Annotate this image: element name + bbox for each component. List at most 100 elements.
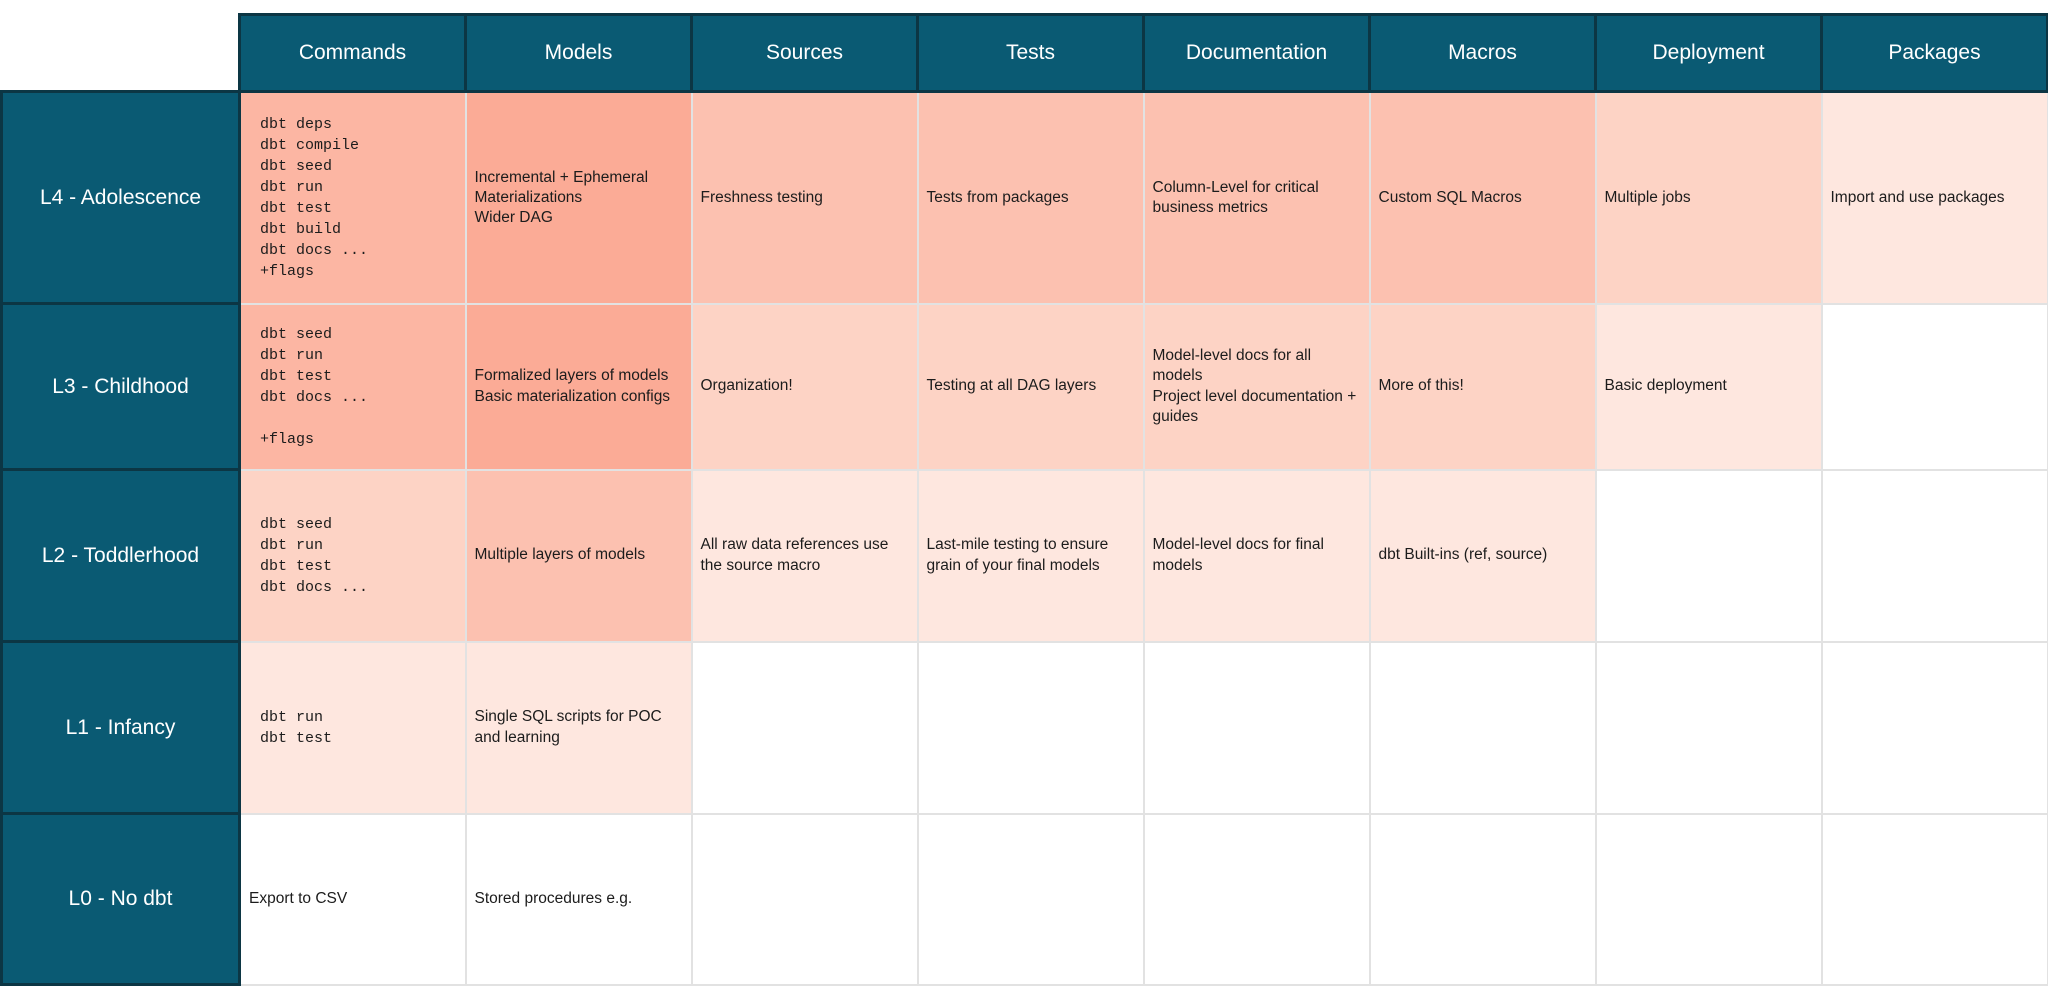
cell-text-line: dbt test [260, 729, 333, 747]
cell-text-line: dbt docs ... [260, 241, 369, 259]
cell-l3-childhood-documentation: Model-level docs for all models Project l… [1142, 302, 1371, 471]
cell-l1-infancy-deployment [1594, 640, 1823, 815]
cell-l4-adolescence-macros: Custom SQL Macros [1368, 90, 1597, 305]
table-row-l3-childhood: L3 - Childhood dbt seed dbt run dbt test dbt… [0, 302, 2048, 471]
cell-text-line: Testing at all DAG layers [926, 377, 1097, 395]
cell-l2-toddlerhood-packages [1820, 468, 2048, 643]
cell-text-line: Export to CSV [249, 889, 348, 907]
cell-l1-infancy-tests [916, 640, 1145, 815]
cell-text-line: dbt test [260, 199, 333, 217]
cell-l1-infancy-macros [1368, 640, 1597, 815]
cell-text-line: Column-Level for critical business metri… [1152, 178, 1319, 216]
cell-l3-childhood-deployment: Basic deployment [1594, 302, 1823, 471]
cell-l4-adolescence-commands: dbt deps dbt compile dbt seed dbt run dbt te… [238, 90, 467, 305]
cell-l4-adolescence-tests: Tests from packages [916, 90, 1145, 305]
cell-l0-no-dbt-commands: Export to CSV [238, 812, 467, 986]
cell-text-line [260, 408, 457, 429]
column-header-tests: Tests [916, 13, 1145, 93]
column-header-sources: Sources [690, 13, 919, 93]
cell-l0-no-dbt-deployment [1594, 812, 1823, 986]
column-header-deployment: Deployment [1594, 13, 1823, 93]
cell-l0-no-dbt-sources [690, 812, 919, 986]
cell-l0-no-dbt-models: Stored procedures e.g. [464, 812, 693, 986]
cell-l3-childhood-macros: More of this! [1368, 302, 1597, 471]
cell-l2-toddlerhood-tests: Last-mile testing to ensure grain of you… [916, 468, 1145, 643]
cell-text-line: Import and use packages [1830, 188, 2005, 206]
cell-l2-toddlerhood-sources: All raw data references use the source m… [690, 468, 919, 643]
cell-text-line: Basic deployment [1604, 377, 1727, 395]
cell-text-line: Basic materialization configs [474, 387, 671, 405]
cell-text-line: Project level documentation + guides [1152, 387, 1357, 425]
cell-l0-no-dbt-documentation [1142, 812, 1371, 986]
column-header-row: Commands Models Sources Tests Documentation M… [1, 13, 2048, 93]
cell-text-line: Formalized layers of models [474, 367, 669, 385]
column-header-macros: Macros [1368, 13, 1597, 93]
cell-text-line: dbt docs ... [260, 388, 369, 406]
cell-l3-childhood-packages [1820, 302, 2048, 471]
cell-text-line: dbt run [260, 708, 324, 726]
cell-text-line: Incremental + Ephemeral Materializations [474, 168, 649, 206]
cell-text-line: dbt run [260, 536, 324, 554]
table-row-l0-no-dbt: L0 - No dbt Export to CSV Stored procedure… [0, 812, 2048, 986]
cell-l1-infancy-models: Single SQL scripts for POC and learning [464, 640, 693, 815]
table-row-l2-toddlerhood: L2 - Toddlerhood dbt seed dbt run dbt test d… [0, 468, 2048, 643]
cell-l3-childhood-commands: dbt seed dbt run dbt test dbt docs ... +fla… [238, 302, 467, 471]
cell-text-line: dbt compile [260, 136, 360, 154]
cell-text-line: Custom SQL Macros [1378, 188, 1522, 206]
cell-text-line: Single SQL scripts for POC and learning [474, 708, 662, 746]
column-header-commands: Commands [238, 13, 467, 93]
cell-l4-adolescence-models: Incremental + Ephemeral Materializations… [464, 90, 693, 305]
cell-l4-adolescence-documentation: Column-Level for critical business metri… [1142, 90, 1371, 305]
cell-l4-adolescence-sources: Freshness testing [690, 90, 919, 305]
row-header-l3-childhood: L3 - Childhood [0, 302, 241, 471]
row-header-l4-adolescence: L4 - Adolescence [0, 90, 241, 305]
cell-text-line: dbt run [260, 178, 324, 196]
cell-text-line: Wider DAG [474, 208, 553, 226]
cell-l2-toddlerhood-models: Multiple layers of models [464, 468, 693, 643]
cell-l0-no-dbt-packages [1820, 812, 2048, 986]
cell-l1-infancy-documentation [1142, 640, 1371, 815]
cell-l1-infancy-packages [1820, 640, 2048, 815]
maturity-table: Commands Models Sources Tests Documentation M… [0, 13, 2048, 986]
cell-text-line: dbt docs ... [260, 578, 369, 596]
cell-text-line: Last-mile testing to ensure grain of you… [926, 536, 1109, 574]
row-header-l1-infancy: L1 - Infancy [0, 640, 241, 815]
cell-text-line: +flags [260, 262, 315, 280]
cell-l1-infancy-sources [690, 640, 919, 815]
cell-text-line: dbt test [260, 367, 333, 385]
cell-l3-childhood-sources: Organization! [690, 302, 919, 471]
cell-text-line: More of this! [1378, 377, 1464, 395]
cell-text-line: dbt build [260, 220, 342, 238]
cell-text-line: Model-level docs for final models [1152, 536, 1324, 574]
cell-text-line: dbt seed [260, 515, 333, 533]
cell-l3-childhood-models: Formalized layers of models Basic materia… [464, 302, 693, 471]
cell-text-line: dbt seed [260, 157, 333, 175]
cell-l4-adolescence-deployment: Multiple jobs [1594, 90, 1823, 305]
cell-text-line: dbt deps [260, 115, 333, 133]
cell-l0-no-dbt-macros [1368, 812, 1597, 986]
cell-text-line: dbt test [260, 557, 333, 575]
column-header-models: Models [464, 13, 693, 93]
cell-l2-toddlerhood-commands: dbt seed dbt run dbt test dbt docs ... [238, 468, 467, 643]
row-header-l2-toddlerhood: L2 - Toddlerhood [0, 468, 241, 643]
cell-text-line: All raw data references use the source m… [700, 536, 889, 574]
cell-text-line: Multiple jobs [1604, 188, 1691, 206]
cell-l3-childhood-tests: Testing at all DAG layers [916, 302, 1145, 471]
cell-l4-adolescence-packages: Import and use packages [1820, 90, 2048, 305]
cell-l2-toddlerhood-documentation: Model-level docs for final models [1142, 468, 1371, 643]
cell-l2-toddlerhood-macros: dbt Built-ins (ref, source) [1368, 468, 1597, 643]
cell-text-line: +flags [260, 430, 315, 448]
cell-l0-no-dbt-tests [916, 812, 1145, 986]
cell-text-line: Organization! [700, 377, 793, 395]
cell-text-line: Freshness testing [700, 188, 823, 206]
cell-text-line: dbt seed [260, 325, 333, 343]
cell-text-line: Multiple layers of models [474, 546, 646, 564]
table-row-l1-infancy: L1 - Infancy dbt run dbt test Single SQL sc… [0, 640, 2048, 815]
corner-spacer [1, 14, 240, 92]
row-header-l0-no-dbt: L0 - No dbt [0, 812, 241, 986]
table-row-l4-adolescence: L4 - Adolescence dbt deps dbt compile dbt s… [0, 90, 2048, 305]
cell-text-line: dbt Built-ins (ref, source) [1378, 546, 1548, 564]
cell-l1-infancy-commands: dbt run dbt test [238, 640, 467, 815]
cell-l2-toddlerhood-deployment [1594, 468, 1823, 643]
